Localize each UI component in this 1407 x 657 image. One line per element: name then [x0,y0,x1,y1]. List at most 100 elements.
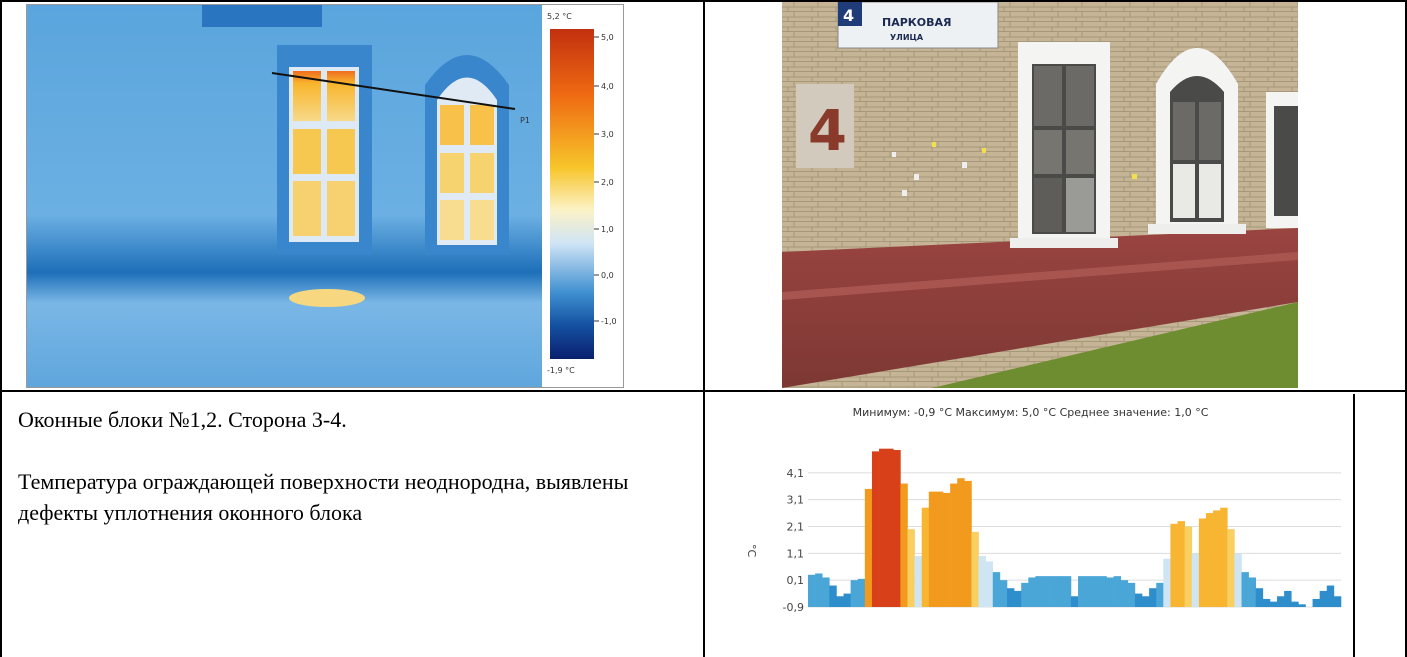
scale-max-label: 5,2 °C [547,12,572,21]
chart-bar [1213,510,1221,607]
chart-bar [1284,590,1292,607]
y-tick-label: 4,1 [787,467,805,480]
chart-bar [1127,582,1136,607]
chart-bar [1021,582,1029,607]
chart-bar [829,585,837,607]
chart-bar [1291,601,1299,607]
chart-bar [1049,576,1058,607]
description: Оконные блоки №1,2. Сторона 3-4. Темпера… [18,404,678,528]
chart-bar [992,572,1001,607]
chart-bar [1106,577,1114,607]
chart-bar [1014,590,1022,607]
chart-bar [1333,596,1342,607]
chart-bar [1035,576,1043,607]
chart-bar [1056,576,1065,607]
chart-bar [1006,588,1015,607]
chart-svg: 4,1 3,1 2,1 1,1 0,1 -0,9 °C [745,448,1342,614]
chart-bar [1205,513,1214,607]
scale-tick: 1,0 [601,225,614,234]
profile-chart: Минимум: -0,9 °C Максимум: 5,0 °C Средне… [708,394,1355,657]
color-scale-bar [550,29,594,359]
chart-bar [1028,577,1036,607]
chart-bar [1312,598,1320,607]
chart-bar [1177,521,1185,607]
y-tick-label: 2,1 [787,521,805,534]
scale-tick: 0,0 [601,271,614,280]
chart-bar [1184,526,1193,607]
chart-bar [957,478,965,607]
chart-bar [843,593,851,607]
chart-bar [1326,585,1335,607]
chart-bar [964,480,972,607]
table-border-right [1405,0,1407,657]
chart-bar [815,573,823,607]
chart-bar [971,531,979,607]
thermogram-svg: P1 5,2 °C -1,9 °C 5,0 4,0 3,0 2,0 1,0 0,… [27,5,623,387]
y-tick-label: 0,1 [787,574,805,587]
chart-bar [1262,598,1271,607]
chart-bar [1113,576,1121,607]
chart-bar [879,448,887,607]
chart-bar [900,483,908,607]
y-axis-label: °C [745,544,758,558]
chart-bar [857,578,866,607]
chart-bar [985,561,994,607]
chart-bar [1085,576,1093,607]
chart-bar [864,488,873,607]
building-photo-svg: 4 ПАРКОВАЯ УЛИЦА 4 [782,2,1298,388]
chart-bar [1042,576,1050,607]
chart-title: Минимум: -0,9 °C Максимум: 5,0 °C Средне… [852,406,1209,419]
scale-tick: -1,0 [601,317,617,326]
chart-bar [1120,580,1129,607]
chart-bar [1198,518,1207,607]
chart-bar [1241,572,1249,607]
scale-tick: 2,0 [601,178,614,187]
chart-bar [1298,604,1306,607]
chart-bar [1070,596,1079,607]
chart-bar [893,450,901,607]
sign-number: 4 [843,6,854,25]
chart-bar [822,577,830,607]
chart-bar [1156,582,1164,607]
profile-label: P1 [520,116,530,125]
chart-bar [1170,523,1178,607]
chart-bar [1319,590,1328,607]
scale-tick: 3,0 [601,130,614,139]
chart-bar [978,556,986,607]
chart-bar [871,451,880,607]
scale-tick: 4,0 [601,82,614,91]
chart-bar [935,491,944,607]
house-number: 4 [808,99,847,164]
y-tick-label: 3,1 [787,494,805,507]
thermogram-image: P1 5,2 °C -1,9 °C 5,0 4,0 3,0 2,0 1,0 0,… [26,4,624,388]
chart-bar [928,491,937,607]
chart-bar [1078,576,1086,607]
chart-bar [1191,553,1200,607]
chart-bar [943,492,951,607]
scale-tick: 5,0 [601,33,614,42]
chart-bar [1134,593,1143,607]
street-sign-line1: ПАРКОВАЯ [882,16,952,29]
chart-bar [914,556,923,607]
description-body: Температура ограждающей поверхности неод… [18,469,629,525]
description-title: Оконные блоки №1,2. Сторона 3-4. [18,407,347,432]
building-photo: 4 ПАРКОВАЯ УЛИЦА 4 [782,2,1298,388]
chart-bar [1255,588,1264,607]
chart-bar [1142,596,1150,607]
chart-bar [907,529,915,607]
chart-bar [950,483,958,607]
chart-bar [850,580,859,607]
chart-bar [836,596,844,607]
chart-bar [1149,588,1157,607]
chart-bar [1277,596,1285,607]
chart-bar [1063,576,1072,607]
chart-bar [921,507,930,607]
table-col-divider [703,0,705,657]
chart-bar [1248,577,1257,607]
y-tick-label: 1,1 [787,547,805,560]
street-sign-line2: УЛИЦА [890,33,924,42]
chart-bar [1220,507,1228,607]
table-border-left [0,0,2,657]
chart-bar [1269,601,1278,607]
